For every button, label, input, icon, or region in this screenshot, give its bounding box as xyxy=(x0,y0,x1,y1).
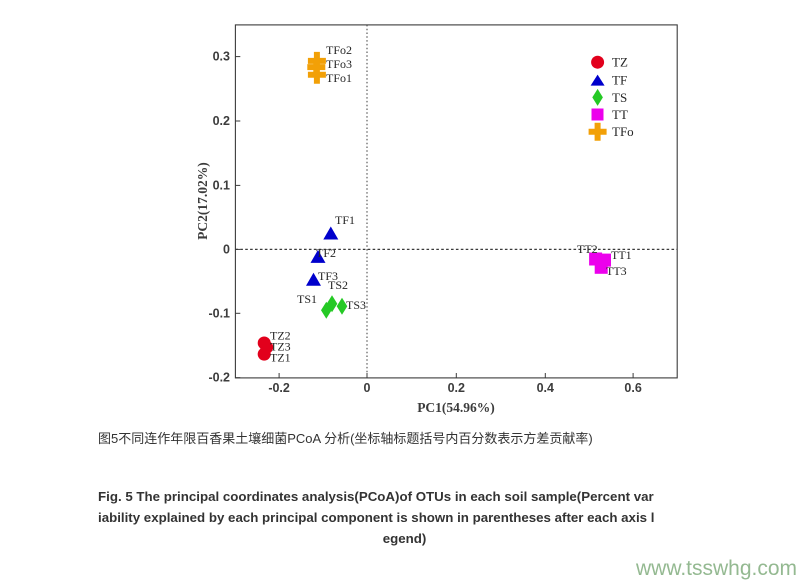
svg-text:TZ: TZ xyxy=(612,55,628,70)
svg-text:0.3: 0.3 xyxy=(213,50,230,64)
svg-text:TF2: TF2 xyxy=(316,246,336,260)
svg-text:TS2: TS2 xyxy=(328,278,348,292)
svg-text:TT3: TT3 xyxy=(606,264,627,278)
svg-text:TT2: TT2 xyxy=(577,242,598,256)
svg-text:0.6: 0.6 xyxy=(624,381,641,395)
svg-text:PC2(17.02%): PC2(17.02%) xyxy=(195,162,210,240)
svg-text:-0.1: -0.1 xyxy=(208,306,230,320)
svg-text:TFo1: TFo1 xyxy=(326,71,352,85)
svg-text:PC1(54.96%): PC1(54.96%) xyxy=(417,400,495,415)
svg-text:-0.2: -0.2 xyxy=(268,381,290,395)
svg-text:TT: TT xyxy=(612,107,628,122)
svg-text:TS3: TS3 xyxy=(346,298,366,312)
svg-text:TFo3: TFo3 xyxy=(326,57,352,71)
svg-text:TZ1: TZ1 xyxy=(270,351,291,365)
svg-text:TS: TS xyxy=(612,90,627,105)
svg-text:TFo2: TFo2 xyxy=(326,43,352,57)
svg-text:0: 0 xyxy=(364,381,371,395)
svg-text:0.4: 0.4 xyxy=(537,381,554,395)
svg-text:TS1: TS1 xyxy=(297,292,317,306)
svg-text:0.2: 0.2 xyxy=(448,381,465,395)
svg-text:TF1: TF1 xyxy=(335,213,355,227)
svg-text:-0.2: -0.2 xyxy=(208,371,230,385)
svg-text:TT1: TT1 xyxy=(611,248,632,262)
svg-text:0.1: 0.1 xyxy=(213,178,230,192)
svg-text:0.2: 0.2 xyxy=(213,114,230,128)
svg-text:TF: TF xyxy=(612,73,627,88)
svg-text:TFo: TFo xyxy=(612,124,634,139)
svg-text:0: 0 xyxy=(223,242,230,256)
